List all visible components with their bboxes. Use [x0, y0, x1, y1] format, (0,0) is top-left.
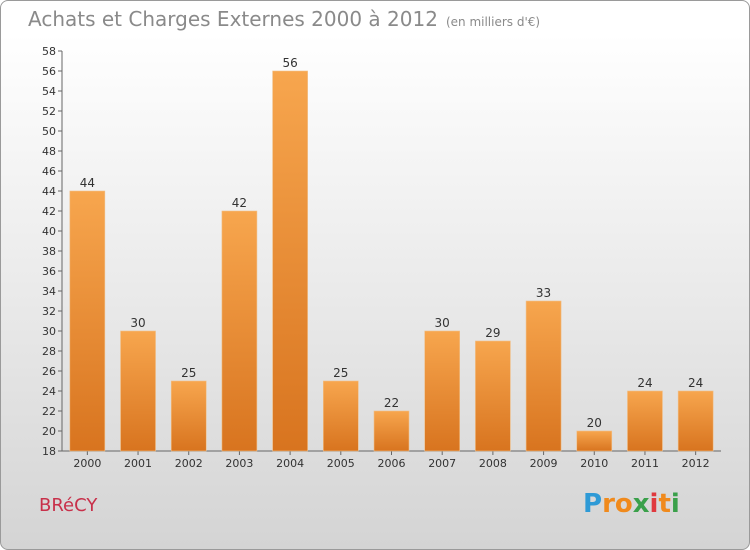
logo-letter: o — [614, 489, 633, 519]
chart-subtitle: (en milliers d'€) — [445, 15, 541, 29]
y-tick-label: 48 — [42, 145, 56, 158]
chart-title-row: Achats et Charges Externes 2000 à 2012 (e… — [28, 7, 540, 31]
y-tick-label: 20 — [42, 425, 56, 438]
x-tick-label-2004: 2004 — [276, 457, 304, 470]
x-tick-label-2005: 2005 — [327, 457, 355, 470]
logo-letter: i — [670, 489, 680, 519]
y-tick-label: 30 — [42, 325, 56, 338]
data-label-2010: 20 — [587, 416, 602, 430]
bar-2005 — [323, 380, 359, 452]
bar-2006 — [373, 410, 410, 452]
chart-title: Achats et Charges Externes 2000 à 2012 — [28, 7, 438, 31]
data-label-2001: 30 — [130, 316, 145, 330]
x-tick-label-2002: 2002 — [175, 457, 203, 470]
data-label-2009: 33 — [536, 286, 551, 300]
y-tick-label: 18 — [42, 445, 56, 458]
x-tick-label-2012: 2012 — [682, 457, 710, 470]
x-tick-label-2001: 2001 — [124, 457, 152, 470]
x-tick-label-2008: 2008 — [479, 457, 507, 470]
y-tick-label: 50 — [42, 125, 56, 138]
proxiti-logo[interactable]: Proxiti — [583, 489, 680, 519]
y-tick-label: 22 — [42, 405, 56, 418]
y-tick-label: 36 — [42, 265, 56, 278]
x-tick-label-2003: 2003 — [225, 457, 253, 470]
data-label-2005: 25 — [333, 366, 348, 380]
x-tick-label-2000: 2000 — [73, 457, 101, 470]
y-tick-label: 38 — [42, 245, 56, 258]
y-tick-label: 26 — [42, 365, 56, 378]
logo-letter: P — [583, 489, 603, 519]
x-tick-label-2010: 2010 — [580, 457, 608, 470]
bar-2004 — [272, 70, 308, 452]
bar-2001 — [120, 330, 156, 452]
y-tick-label: 40 — [42, 225, 56, 238]
x-tick-label-2007: 2007 — [428, 457, 456, 470]
y-tick-label: 44 — [42, 185, 56, 198]
y-tick-label: 28 — [42, 345, 56, 358]
data-label-2003: 42 — [232, 196, 247, 210]
x-tick-label-2011: 2011 — [631, 457, 659, 470]
bar-2003 — [221, 210, 258, 452]
data-label-2011: 24 — [637, 376, 652, 390]
bar-2010 — [576, 430, 613, 452]
bar-2012 — [677, 390, 714, 452]
x-tick-label-2009: 2009 — [530, 457, 558, 470]
data-label-2002: 25 — [181, 366, 196, 380]
logo-letter: x — [632, 489, 650, 519]
data-label-2008: 29 — [485, 326, 500, 340]
y-tick-label: 54 — [42, 85, 56, 98]
bar-2007 — [424, 330, 460, 452]
y-tick-label: 52 — [42, 105, 56, 118]
y-tick-label: 46 — [42, 165, 56, 178]
data-label-2007: 30 — [435, 316, 450, 330]
logo-letter: i — [649, 489, 659, 519]
y-tick-label: 32 — [42, 305, 56, 318]
logo-letter: r — [602, 489, 615, 519]
bar-2002 — [170, 380, 207, 452]
town-name: BRéCY — [39, 495, 98, 516]
y-tick-label: 24 — [42, 385, 56, 398]
bar-2009 — [525, 300, 562, 452]
data-label-2004: 56 — [282, 56, 297, 70]
y-tick-label: 58 — [42, 45, 56, 58]
data-label-2000: 44 — [80, 176, 95, 190]
data-label-2012: 24 — [688, 376, 703, 390]
bar-2000 — [69, 190, 106, 452]
bar-2008 — [475, 340, 511, 452]
y-tick-label: 34 — [42, 285, 56, 298]
y-tick-label: 56 — [42, 65, 56, 78]
data-label-2006: 22 — [384, 396, 399, 410]
bar-2011 — [627, 390, 663, 452]
logo-letter: t — [658, 489, 671, 519]
x-tick-label-2006: 2006 — [378, 457, 406, 470]
y-tick-label: 42 — [42, 205, 56, 218]
